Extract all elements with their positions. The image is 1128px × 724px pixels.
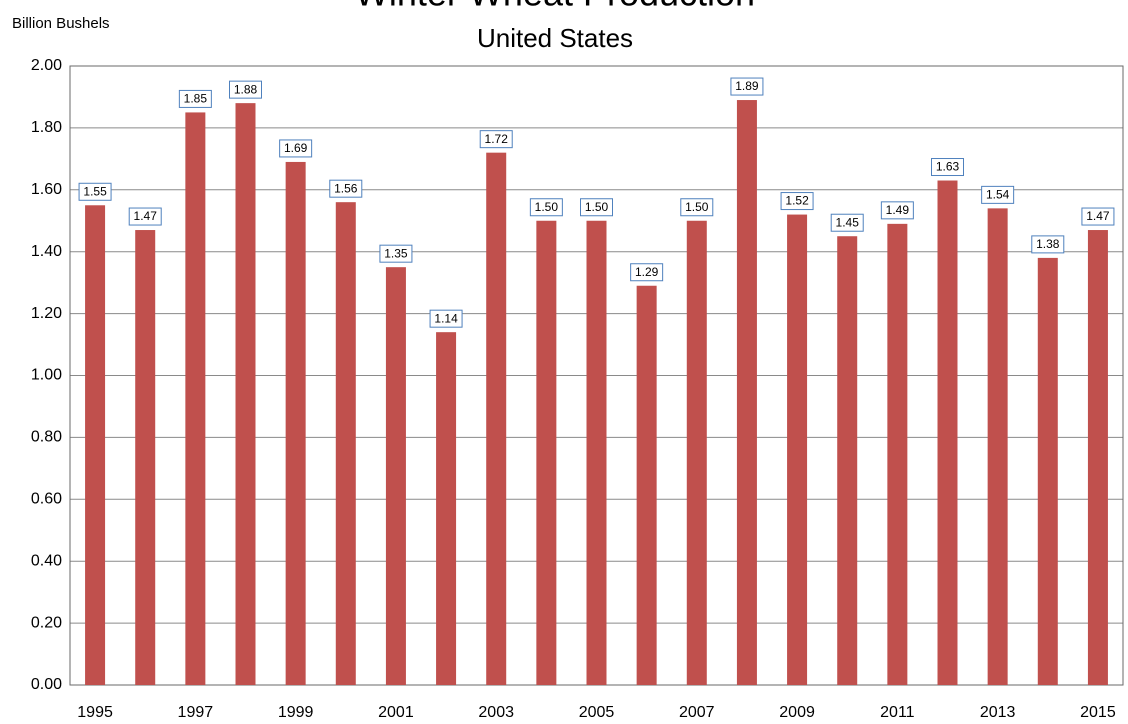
bar [135, 230, 156, 685]
bar [436, 332, 457, 685]
y-tick-label: 0.40 [31, 552, 62, 569]
value-label-box [1031, 235, 1065, 254]
y-axis-label: Billion Bushels [12, 15, 110, 32]
x-tick-label: 1997 [178, 704, 214, 721]
value-label: 1.50 [535, 200, 559, 214]
x-tick-label: 2009 [779, 704, 815, 721]
bar [1087, 230, 1108, 685]
bar [937, 180, 958, 685]
value-label: 1.14 [434, 311, 458, 325]
y-tick-label: 0.20 [31, 614, 62, 631]
bar [736, 100, 757, 686]
chart-subtitle: United States [477, 23, 633, 53]
bar [335, 202, 356, 685]
value-label: 1.29 [635, 265, 659, 279]
value-label-box [128, 207, 162, 226]
value-label-box [329, 179, 363, 198]
y-tick-label: 1.80 [31, 119, 62, 136]
value-label: 1.50 [585, 200, 609, 214]
y-tick-label: 1.00 [31, 367, 62, 384]
bar [85, 205, 106, 685]
value-label: 1.47 [134, 209, 158, 223]
value-label-box [630, 263, 664, 282]
value-label-box [279, 139, 313, 158]
value-label: 1.69 [284, 141, 308, 155]
chart-title: Winter Wheat Production [355, 0, 755, 14]
bar [887, 223, 908, 685]
bar [285, 161, 306, 685]
value-label: 1.63 [936, 160, 960, 174]
value-label: 1.56 [334, 181, 358, 195]
value-label: 1.47 [1086, 209, 1110, 223]
bar [787, 214, 808, 685]
value-label-box [78, 182, 112, 201]
x-tick-label: 2015 [1080, 704, 1116, 721]
x-tick-label: 2005 [579, 704, 615, 721]
value-label-box [880, 201, 914, 220]
y-tick-label: 0.80 [31, 429, 62, 446]
value-label-box [529, 198, 563, 217]
value-label-box [981, 185, 1015, 204]
x-tick-label: 2001 [378, 704, 414, 721]
x-tick-label: 2007 [679, 704, 715, 721]
bar [385, 267, 406, 685]
value-label: 1.72 [485, 132, 509, 146]
value-label: 1.89 [735, 79, 759, 93]
value-label-box [580, 198, 613, 217]
value-label-box [479, 130, 513, 149]
value-label: 1.52 [785, 194, 809, 208]
bar [686, 220, 707, 685]
value-label-box [931, 158, 964, 177]
y-tick-label: 1.20 [31, 305, 62, 322]
value-label: 1.88 [234, 82, 258, 96]
value-label-box [780, 192, 814, 211]
bar [185, 112, 206, 686]
value-label: 1.50 [685, 200, 709, 214]
value-label: 1.35 [384, 246, 408, 260]
x-tick-label: 2013 [980, 704, 1016, 721]
x-tick-label: 2011 [880, 704, 915, 721]
y-tick-label: 1.40 [31, 243, 62, 260]
value-label-box [830, 213, 864, 232]
value-label-box [730, 77, 764, 96]
bar [586, 220, 607, 685]
x-tick-label: 1999 [278, 704, 314, 721]
value-label-box [379, 244, 413, 263]
bar [536, 220, 557, 685]
x-tick-label: 1995 [77, 704, 113, 721]
value-label-box [178, 89, 212, 108]
value-label-box [1081, 207, 1115, 226]
value-label-box [429, 309, 463, 328]
y-tick-label: 2.00 [31, 57, 62, 74]
bar [486, 152, 507, 685]
value-label: 1.55 [83, 184, 107, 198]
bar [1037, 257, 1058, 685]
y-tick-label: 0.60 [31, 491, 62, 508]
bar [837, 236, 858, 685]
value-label: 1.49 [886, 203, 910, 217]
value-label: 1.38 [1036, 237, 1060, 251]
value-label-box [680, 198, 714, 217]
bar [636, 285, 657, 685]
y-tick-label: 1.60 [31, 181, 62, 198]
bar [987, 208, 1008, 685]
value-label: 1.45 [836, 215, 860, 229]
x-tick-label: 2003 [478, 704, 514, 721]
value-label-box [229, 80, 262, 99]
value-label: 1.85 [184, 92, 208, 106]
bar [235, 103, 256, 685]
y-tick-label: 0.00 [31, 676, 62, 693]
value-label: 1.54 [986, 188, 1010, 202]
